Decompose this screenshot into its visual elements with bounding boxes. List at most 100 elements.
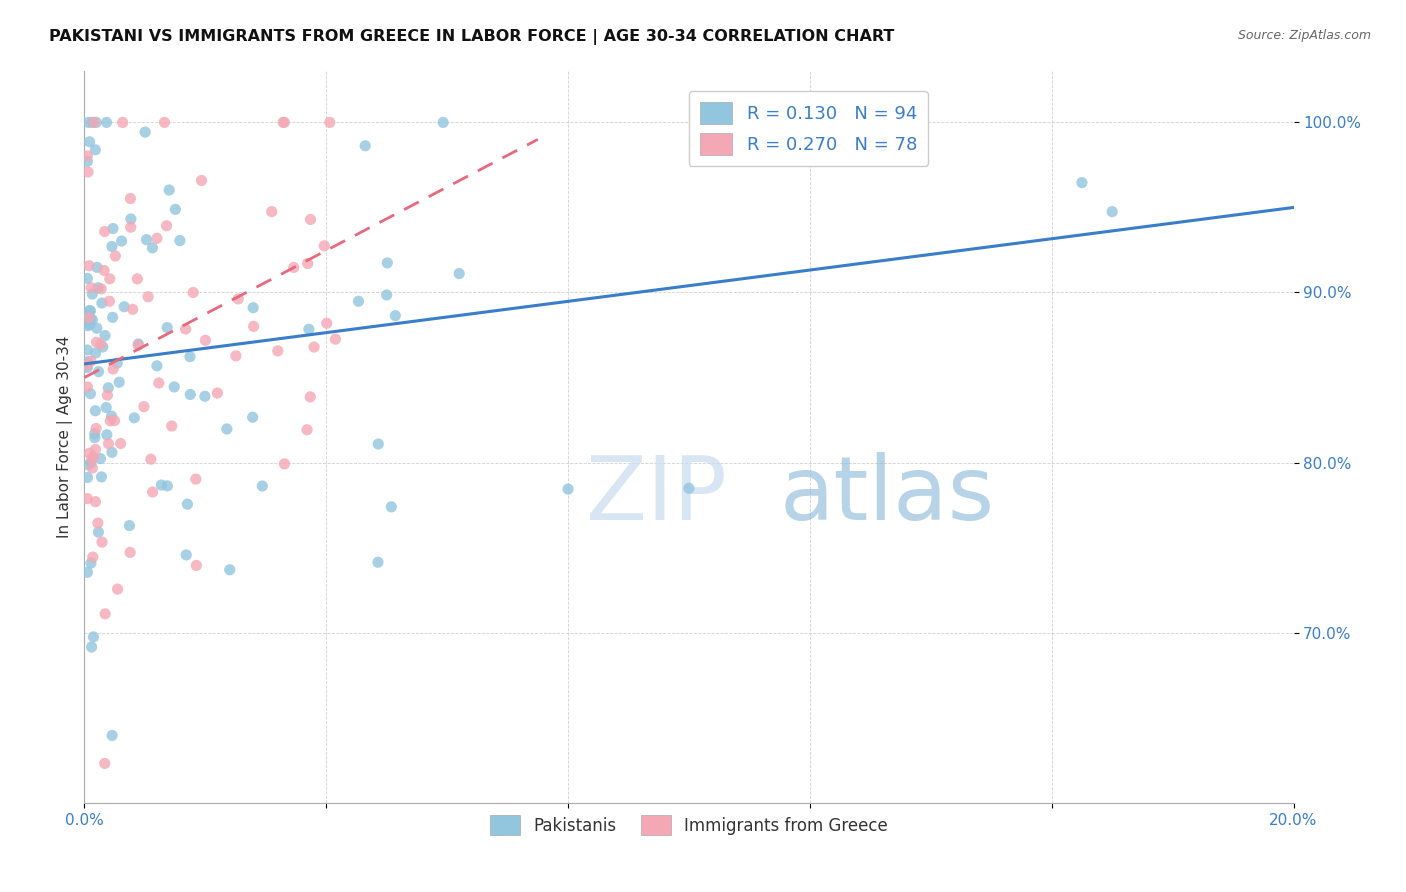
Point (97, 381, 120, 395)
Point (132, 400, 155, 414)
Point (79, 135, 101, 149)
Text: Source: ZipAtlas.com: Source: ZipAtlas.com (1237, 29, 1371, 43)
Point (82, 461, 104, 475)
Point (299, 212, 322, 227)
Point (96, 388, 118, 402)
Point (160, 419, 183, 434)
Point (111, 115, 134, 129)
Point (120, 192, 142, 206)
Point (110, 436, 132, 450)
Point (79, 304, 101, 318)
Point (80, 451, 103, 466)
Point (105, 356, 128, 370)
Point (375, 288, 398, 302)
Point (84, 143, 107, 157)
Point (120, 212, 142, 227)
Point (184, 472, 207, 486)
Point (89, 451, 111, 466)
Point (101, 728, 124, 742)
Point (108, 376, 131, 390)
Point (432, 115, 454, 129)
Point (127, 272, 149, 286)
Legend: Pakistanis, Immigrants from Greece: Pakistanis, Immigrants from Greece (484, 808, 894, 842)
Point (86, 260, 108, 275)
Point (84, 494, 107, 508)
Point (315, 316, 337, 330)
Point (87, 525, 110, 540)
Point (142, 485, 165, 500)
Point (100, 409, 122, 424)
Point (93, 225, 115, 239)
Point (218, 563, 240, 577)
Point (146, 231, 169, 245)
Point (76, 271, 98, 285)
Point (186, 558, 208, 573)
Point (77, 458, 100, 472)
Point (87, 516, 110, 530)
Point (557, 482, 579, 496)
Point (101, 221, 124, 235)
Point (91, 340, 114, 354)
Point (118, 518, 141, 533)
Point (678, 481, 700, 495)
Point (83, 426, 105, 441)
Point (84, 404, 107, 418)
Point (112, 300, 135, 314)
Point (273, 115, 295, 129)
Point (96, 401, 118, 415)
Point (76, 343, 98, 357)
Point (347, 294, 370, 309)
Point (87, 281, 110, 295)
Point (375, 256, 398, 270)
Point (84, 346, 107, 360)
Point (141, 241, 163, 255)
Point (79, 318, 101, 332)
Point (267, 343, 290, 358)
Point (98, 294, 121, 309)
Point (90, 296, 112, 310)
Point (273, 457, 295, 471)
Text: PAKISTANI VS IMMIGRANTS FROM GREECE IN LABOR FORCE | AGE 30-34 CORRELATION CHART: PAKISTANI VS IMMIGRANTS FROM GREECE IN L… (49, 29, 894, 45)
Point (76, 358, 98, 372)
Point (76, 566, 98, 580)
Point (80, 456, 103, 470)
Point (94, 328, 117, 343)
Point (299, 390, 322, 404)
Point (135, 233, 157, 247)
Point (91, 535, 114, 549)
Point (179, 387, 201, 401)
Point (82, 630, 104, 644)
Point (298, 322, 321, 336)
Point (96, 115, 118, 129)
Point (190, 173, 212, 187)
Point (181, 285, 204, 300)
Point (101, 310, 124, 325)
Point (76, 360, 98, 375)
Point (103, 414, 125, 428)
Y-axis label: In Labor Force | Age 30-34: In Labor Force | Age 30-34 (58, 335, 73, 539)
Point (121, 302, 143, 317)
Point (98, 272, 121, 286)
Point (110, 234, 132, 248)
Point (82, 313, 104, 327)
Point (90, 337, 112, 351)
Point (79, 303, 101, 318)
Point (176, 497, 198, 511)
Point (127, 338, 149, 352)
Point (101, 362, 124, 376)
Point (90, 470, 112, 484)
Point (77, 310, 100, 325)
Point (127, 337, 149, 351)
Point (80, 640, 103, 654)
Point (207, 386, 229, 401)
Point (295, 423, 318, 437)
Point (76, 491, 98, 506)
Point (242, 319, 264, 334)
Point (384, 309, 406, 323)
Point (380, 500, 402, 514)
Point (83, 115, 105, 129)
Point (77, 165, 100, 179)
Point (79, 446, 101, 460)
Point (96, 427, 118, 442)
Point (157, 183, 180, 197)
